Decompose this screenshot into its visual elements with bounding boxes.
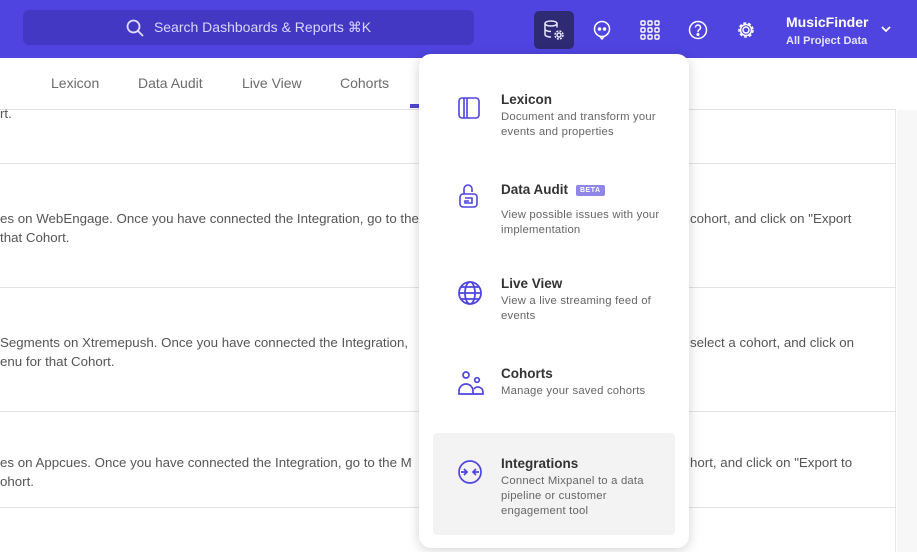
tab-lexicon[interactable]: Lexicon	[51, 75, 100, 91]
search-input[interactable]: Search Dashboards & Reports ⌘K	[23, 10, 474, 45]
apps-button[interactable]	[630, 11, 670, 49]
help-icon	[688, 20, 708, 40]
cohorts-icon	[458, 371, 484, 395]
data-management-dropdown: Lexicon Document and transform your even…	[419, 54, 689, 548]
menu-item-title: Data Audit BETA	[501, 182, 605, 197]
chat-button[interactable]	[582, 11, 622, 49]
integrations-icon	[458, 460, 482, 484]
row-text: hort, and click on "Export to	[690, 455, 853, 470]
settings-icon	[738, 22, 754, 38]
tab-data-audit[interactable]: Data Audit	[138, 75, 203, 91]
integrations-list: rt. es on WebEngage. Once you have conne…	[0, 106, 896, 552]
menu-item-description: Document and transform your events and p…	[501, 111, 656, 138]
lexicon-icon	[458, 97, 480, 119]
tab-live-view[interactable]: Live View	[242, 75, 302, 91]
row-text: that Cohort.	[0, 230, 70, 245]
menu-item-description: View a live streaming feed of events	[501, 295, 652, 322]
row-text: select a cohort, and click on	[690, 335, 855, 350]
tab-cohorts[interactable]: Cohorts	[340, 75, 390, 91]
menu-item-description: Connect Mixpanel to a data pipeline or c…	[501, 475, 644, 517]
row-text: Segments on Xtremepush. Once you have co…	[0, 335, 409, 350]
row-text: rt.	[0, 106, 12, 121]
row-text: ohort.	[0, 474, 35, 489]
row-text: es on WebEngage. Once you have connected…	[0, 211, 419, 226]
search-placeholder: Search Dashboards & Reports ⌘K	[153, 19, 372, 35]
search-icon	[126, 19, 144, 37]
globe-icon	[458, 281, 482, 305]
menu-item-description: Manage your saved cohorts	[501, 385, 646, 397]
project-selector[interactable]: MusicFinder All Project Data	[786, 14, 868, 47]
menu-item-data-audit[interactable]: Data Audit BETA View possible issues with…	[433, 182, 675, 242]
data-audit-icon	[459, 184, 478, 208]
chevron-down-icon[interactable]	[880, 24, 892, 34]
top-navigation-bar: Search Dashboards & Reports ⌘K MusicFind…	[0, 0, 917, 58]
data-management-icon	[544, 20, 564, 40]
apps-grid-icon	[640, 20, 660, 40]
menu-item-cohorts[interactable]: Cohorts Manage your saved cohorts	[433, 366, 675, 412]
row-text: enu for that Cohort.	[0, 354, 115, 369]
settings-button[interactable]	[726, 11, 766, 49]
menu-item-title-text: Data Audit	[501, 182, 568, 197]
help-button[interactable]	[678, 11, 718, 49]
menu-item-integrations[interactable]: Integrations Connect Mixpanel to a data …	[433, 433, 675, 535]
menu-item-title: Integrations	[501, 456, 579, 471]
menu-item-lexicon[interactable]: Lexicon Document and transform your even…	[433, 90, 675, 146]
chat-icon	[593, 20, 611, 40]
menu-item-description: View possible issues with your implement…	[501, 209, 660, 236]
menu-item-title: Cohorts	[501, 366, 553, 381]
menu-item-title: Live View	[501, 276, 563, 291]
menu-item-live-view[interactable]: Live View View a live streaming feed of …	[433, 276, 675, 332]
beta-badge: BETA	[576, 184, 605, 196]
menu-item-title: Lexicon	[501, 92, 553, 107]
project-subtitle: All Project Data	[786, 35, 868, 47]
scrollbar[interactable]	[897, 110, 917, 552]
data-management-button[interactable]	[534, 11, 574, 49]
row-text: es on Appcues. Once you have connected t…	[0, 455, 412, 470]
row-text: cohort, and click on "Export	[690, 211, 852, 226]
project-name: MusicFinder	[786, 14, 869, 30]
